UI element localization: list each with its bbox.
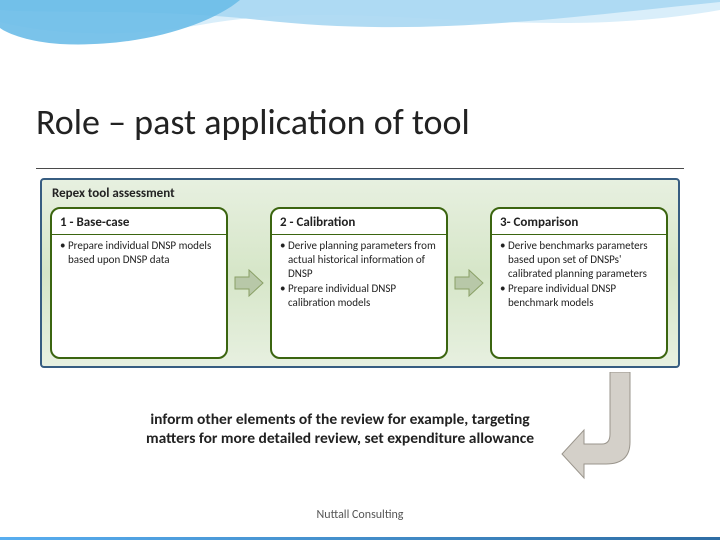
footer-text: Nuttall Consulting xyxy=(0,508,720,522)
card-bullets: Prepare individual DNSP models based upo… xyxy=(60,239,218,269)
card-heading: 2 - Calibration xyxy=(280,215,438,230)
top-wave-decoration xyxy=(0,0,720,90)
panel-label: Repex tool assessment xyxy=(52,186,670,201)
card-separator xyxy=(492,234,666,235)
arrow-between-2-3 xyxy=(452,207,486,359)
bullet: Derive benchmarks parameters based upon … xyxy=(500,239,658,280)
bullet: Derive planning parameters from actual h… xyxy=(280,239,438,280)
big-curved-arrow-icon xyxy=(560,372,640,482)
cards-row: 1 - Base-case Prepare individual DNSP mo… xyxy=(50,207,670,359)
page-title: Role – past application of tool xyxy=(36,100,684,144)
title-underline xyxy=(36,168,684,169)
inform-review-text: inform other elements of the review for … xyxy=(130,410,550,449)
card-separator xyxy=(272,234,446,235)
card-heading: 3- Comparison xyxy=(500,215,658,230)
bullet: Prepare individual DNSP benchmark models xyxy=(500,282,658,310)
card-calibration: 2 - Calibration Derive planning paramete… xyxy=(270,207,448,359)
card-comparison: 3- Comparison Derive benchmarks paramete… xyxy=(490,207,668,359)
assessment-panel: Repex tool assessment 1 - Base-case Prep… xyxy=(40,178,680,368)
arrow-between-1-2 xyxy=(232,207,266,359)
card-separator xyxy=(52,234,226,235)
card-heading: 1 - Base-case xyxy=(60,215,218,230)
card-bullets: Derive planning parameters from actual h… xyxy=(280,239,438,312)
card-bullets: Derive benchmarks parameters based upon … xyxy=(500,239,658,312)
bullet: Prepare individual DNSP calibration mode… xyxy=(280,282,438,310)
arrow-right-icon xyxy=(234,269,264,297)
bullet: Prepare individual DNSP models based upo… xyxy=(60,239,218,267)
card-base-case: 1 - Base-case Prepare individual DNSP mo… xyxy=(50,207,228,359)
arrow-right-icon xyxy=(454,269,484,297)
